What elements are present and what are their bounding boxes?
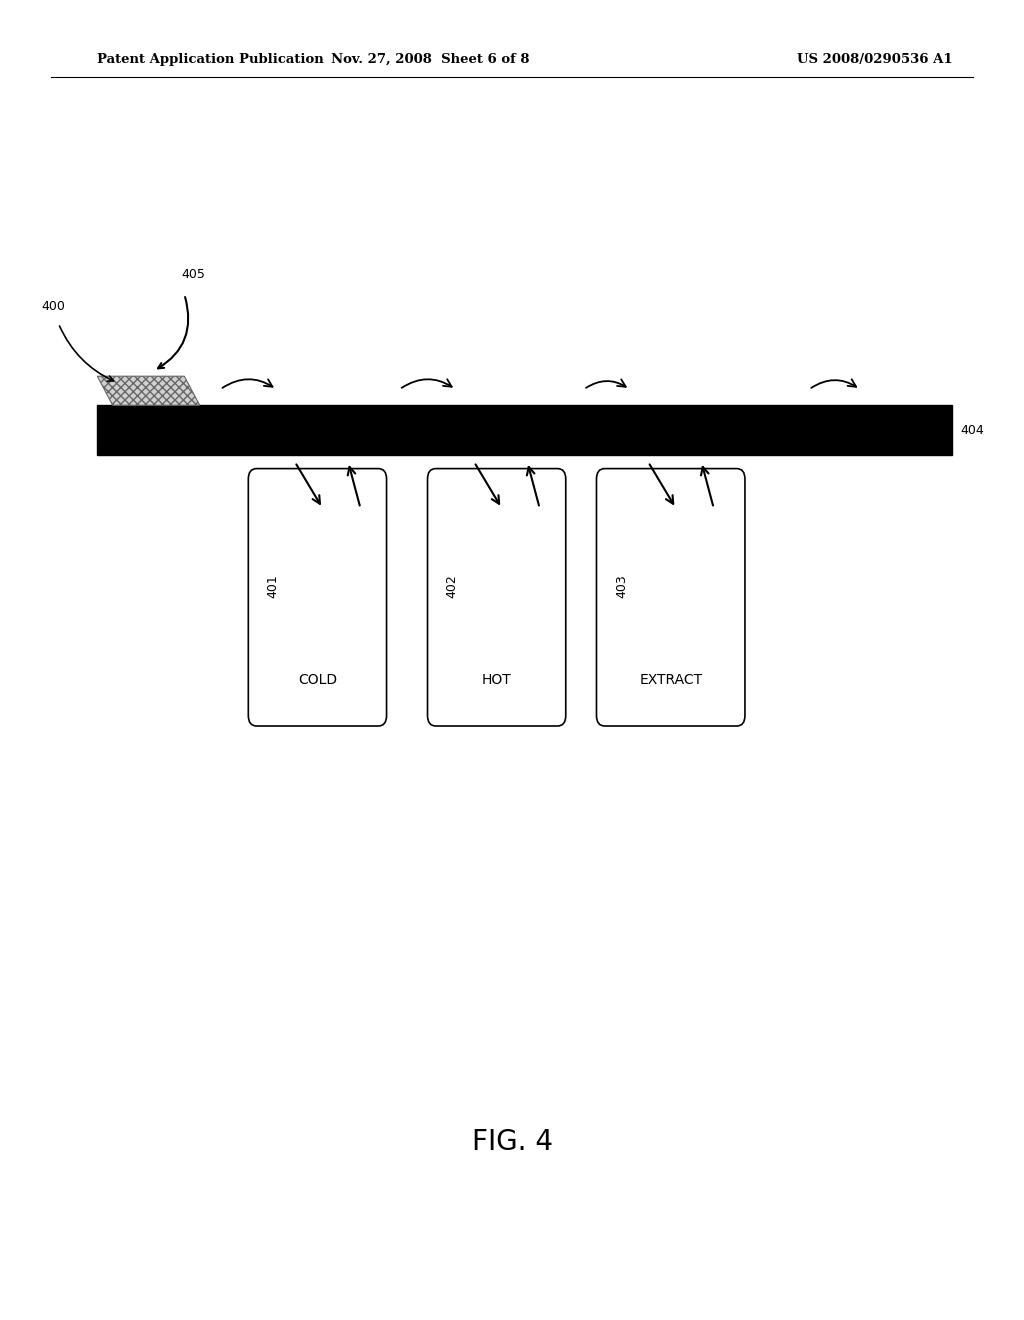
Text: 405: 405: [181, 268, 205, 281]
Text: 403: 403: [615, 574, 629, 598]
Text: COLD: COLD: [298, 673, 337, 686]
Text: HOT: HOT: [481, 673, 512, 686]
Text: FIG. 4: FIG. 4: [471, 1127, 553, 1156]
Bar: [97, 405, 952, 455]
FancyBboxPatch shape: [248, 469, 387, 726]
Text: 404: 404: [961, 424, 984, 437]
Polygon shape: [97, 376, 200, 405]
Text: 400: 400: [41, 300, 65, 313]
Text: EXTRACT: EXTRACT: [639, 673, 702, 686]
Text: 401: 401: [266, 574, 280, 598]
Text: Patent Application Publication: Patent Application Publication: [97, 53, 324, 66]
FancyBboxPatch shape: [428, 469, 565, 726]
Text: US 2008/0290536 A1: US 2008/0290536 A1: [797, 53, 952, 66]
FancyBboxPatch shape: [596, 469, 745, 726]
Text: Nov. 27, 2008  Sheet 6 of 8: Nov. 27, 2008 Sheet 6 of 8: [331, 53, 529, 66]
Text: 402: 402: [445, 574, 459, 598]
